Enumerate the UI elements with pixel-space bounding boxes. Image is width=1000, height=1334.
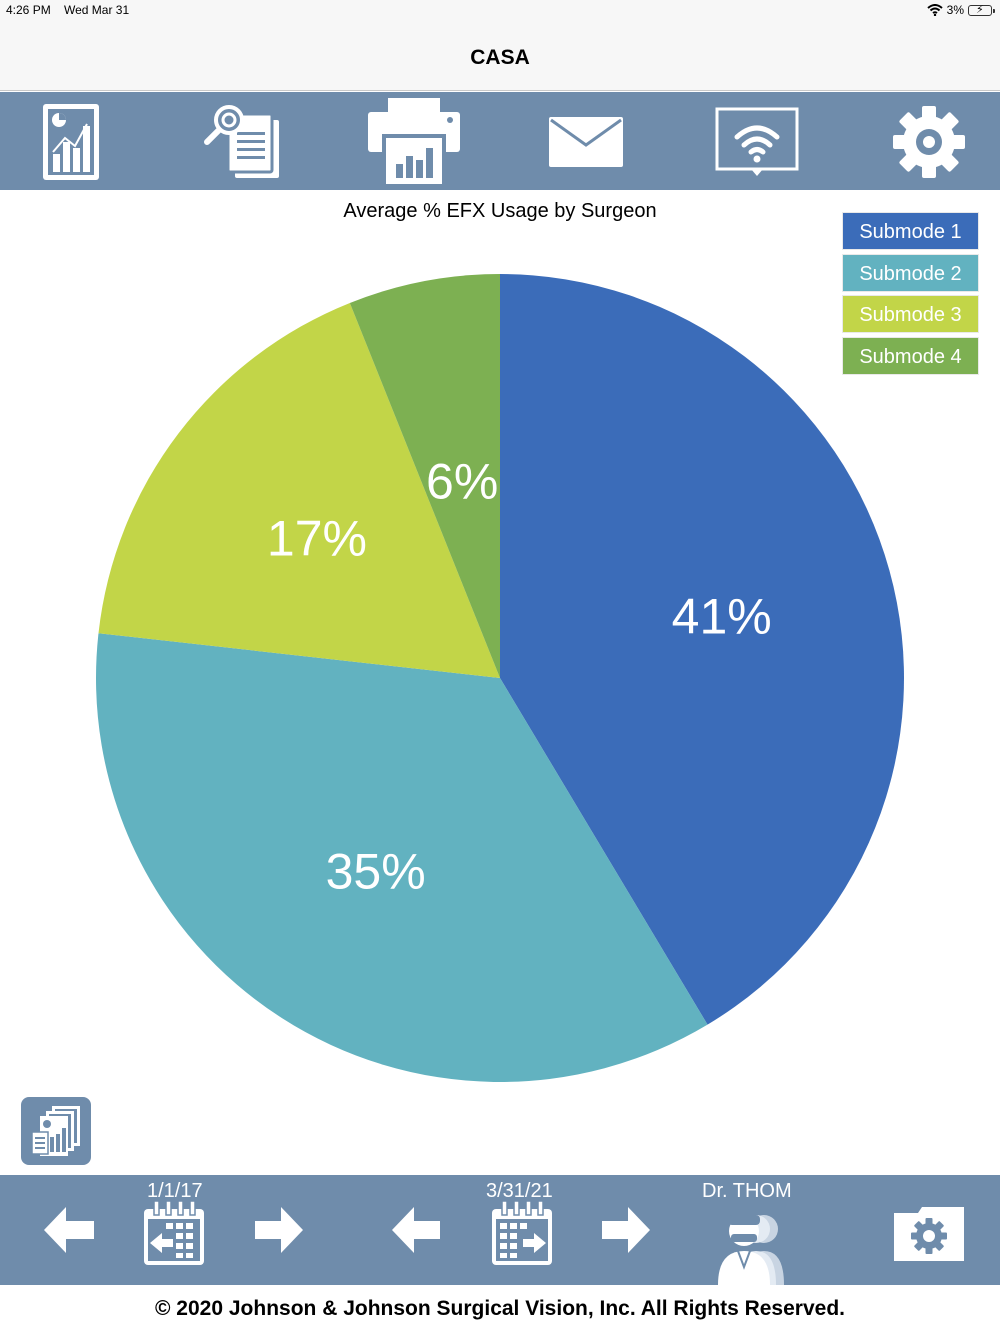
settings-button[interactable] [879,98,979,186]
start-date-next-button[interactable] [255,1207,303,1258]
surgeon-label: Dr. THOM [702,1180,792,1202]
legend-item-submode-3[interactable]: Submode 3 [842,295,979,334]
status-date: Wed Mar 31 [64,3,130,17]
battery-percent: 3% [946,3,964,17]
start-date-previous-button[interactable] [44,1207,94,1258]
battery-icon: ⚡ [968,4,995,16]
start-date-label: 1/1/17 [147,1180,203,1202]
wireless-display-button[interactable] [707,98,807,186]
print-button[interactable] [364,98,464,186]
end-date-label: 3/31/21 [486,1180,553,1202]
start-date-picker[interactable] [142,1200,206,1272]
legend-item-submode-2[interactable]: Submode 2 [842,253,979,292]
calendar-forward-icon [492,1200,552,1265]
folder-settings-button[interactable] [892,1205,966,1268]
surgeon-select-button[interactable] [714,1207,786,1290]
report-chart-button[interactable] [21,98,121,186]
bottom-toolbar: 1/1/17 3/31/21 [0,1175,1000,1285]
mail-icon [549,117,623,167]
end-date-picker[interactable] [490,1200,554,1272]
chart-title: Average % EFX Usage by Surgeon [343,200,657,222]
chart-area: 41% 35% 17% 6% Average % EFX Usage by Surge… [0,190,1000,1175]
navigation-bar: CASA [0,20,1000,91]
calendar-back-icon [144,1200,204,1265]
pie-chart: 41% 35% 17% 6% [95,274,905,1082]
pie-slice-4[interactable] [349,274,500,678]
report-list-button[interactable] [21,1097,91,1165]
pie-label-4: 6% [426,454,498,510]
arrow-right-icon [602,1207,650,1253]
status-time: 4:26 PM [6,3,51,17]
arrow-right-icon [255,1207,303,1253]
search-document-icon [204,105,279,178]
pie-label-1: 41% [672,589,772,645]
legend-item-submode-4[interactable]: Submode 4 [842,337,979,376]
pie-slice-3[interactable] [98,302,500,678]
arrow-left-icon [44,1207,94,1253]
legend-item-submode-1[interactable]: Submode 1 [842,212,979,250]
print-icon [368,98,460,186]
mail-button[interactable] [536,98,636,186]
surgeon-icon [718,1215,784,1285]
arrow-left-icon [392,1207,440,1253]
status-right: 3% ⚡ [927,3,995,17]
gear-icon [893,106,965,178]
report-chart-icon [43,104,99,180]
copyright-footer: © 2020 Johnson & Johnson Surgical Vision… [0,1285,1000,1334]
pie-label-3: 17% [267,511,367,567]
wifi-display-icon [715,107,799,176]
top-toolbar [0,92,1000,190]
pie-label-2: 35% [326,843,426,899]
end-date-previous-button[interactable] [392,1207,440,1258]
end-date-next-button[interactable] [602,1207,650,1258]
report-stack-icon [31,1106,80,1156]
wifi-icon [927,4,943,16]
pie-slice-2[interactable] [95,633,708,1082]
search-report-button[interactable] [193,98,293,186]
status-bar: 4:26 PM Wed Mar 31 3% ⚡ [0,0,1000,20]
chart-legend: Submode 1 Submode 2 Submode 3 Submode 4 [842,212,979,379]
page-title: CASA [470,46,530,69]
folder-gear-icon [894,1207,964,1261]
pie-slice-1[interactable] [500,274,905,1025]
